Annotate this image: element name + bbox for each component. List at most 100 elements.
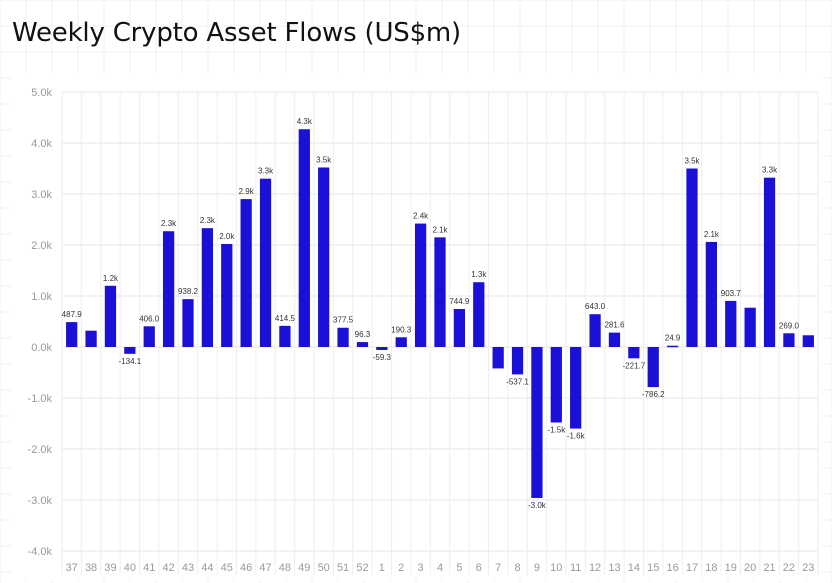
bar [414, 223, 427, 347]
bar [85, 330, 97, 347]
data-label: 2.4k [413, 212, 429, 221]
bar [221, 243, 233, 347]
bar [124, 347, 136, 354]
data-label: 1.2k [103, 274, 119, 283]
bar [647, 347, 659, 388]
x-tick-label: 44 [201, 562, 213, 574]
bar [802, 335, 814, 347]
x-tick-label: 11 [570, 562, 581, 574]
data-label: 2.1k [432, 225, 448, 234]
x-tick-label: 45 [221, 562, 233, 574]
x-tick-label: 47 [259, 562, 271, 574]
y-tick-label: -3.0k [28, 495, 53, 507]
chart-title: Weekly Crypto Asset Flows (US$m) [12, 18, 461, 48]
data-label: -3.0k [528, 501, 547, 510]
x-tick-label: 40 [124, 562, 136, 574]
data-label: 3.5k [684, 157, 700, 166]
x-tick-label: 6 [476, 562, 482, 574]
data-label: 414.5 [275, 314, 296, 323]
data-label: 3.3k [258, 167, 274, 176]
bar [162, 231, 175, 347]
x-tick-label: 46 [240, 562, 252, 574]
data-label: 406.0 [139, 314, 160, 323]
bar [628, 347, 640, 359]
x-tick-label: 43 [182, 562, 194, 574]
x-tick-label: 14 [628, 562, 640, 574]
x-tick-label: 41 [143, 562, 155, 574]
x-tick-label: 15 [647, 562, 659, 574]
bar [492, 347, 504, 369]
data-label: 96.3 [355, 330, 371, 339]
x-tick-label: 22 [783, 562, 795, 574]
data-label: 2.3k [161, 219, 177, 228]
data-label: -134.1 [119, 357, 142, 366]
x-tick-label: 7 [495, 562, 501, 574]
bar [143, 326, 155, 347]
data-label: 24.9 [665, 334, 681, 343]
x-tick-label: 9 [534, 562, 540, 574]
data-label: -59.3 [373, 353, 392, 362]
x-tick-label: 37 [66, 562, 78, 574]
data-label: 938.2 [178, 287, 199, 296]
y-tick-label: -4.0k [28, 546, 53, 558]
data-label: 1.3k [471, 270, 487, 279]
x-tick-label: 42 [162, 562, 174, 574]
x-tick-label: 12 [589, 562, 601, 574]
x-tick-label: 5 [456, 562, 462, 574]
bar [705, 241, 718, 347]
bar [279, 325, 291, 347]
x-tick-label: 17 [686, 562, 698, 574]
x-tick-label: 16 [666, 562, 678, 574]
bar [666, 345, 679, 348]
bar [104, 285, 117, 347]
x-tick-label: 23 [802, 562, 814, 574]
bar [259, 178, 272, 347]
x-tick-label: 4 [437, 562, 443, 574]
x-tick-label: 1 [379, 562, 385, 574]
data-label: 643.0 [585, 302, 606, 311]
data-label: 2.9k [239, 187, 255, 196]
bar [783, 333, 795, 347]
x-tick-label: 19 [725, 562, 737, 574]
x-tick-label: 18 [705, 562, 717, 574]
data-label: -537.1 [506, 377, 529, 386]
bar [395, 337, 407, 347]
bar [318, 167, 330, 347]
bar [66, 322, 78, 347]
x-tick-label: 52 [356, 562, 368, 574]
x-tick-label: 38 [85, 562, 97, 574]
x-tick-label: 8 [514, 562, 520, 574]
bar [182, 299, 194, 347]
x-tick-label: 10 [550, 562, 562, 574]
y-axis: -4.0k -3.0k -2.0k -1.0k 0.0k 1.0k 2.0k 3.0k 4.0k… [28, 87, 53, 558]
bar [763, 177, 776, 347]
bar [434, 237, 446, 347]
data-label: 2.3k [200, 216, 216, 225]
bars-layer [66, 129, 814, 498]
x-tick-label: 2 [398, 562, 404, 574]
y-tick-label: 3.0k [31, 189, 52, 201]
bar [298, 129, 310, 347]
bar [570, 347, 582, 429]
data-label: -786.2 [642, 390, 665, 399]
data-label: 269.0 [779, 321, 800, 330]
data-label: 281.6 [604, 321, 625, 330]
y-tick-label: 0.0k [31, 342, 52, 354]
data-label: -1.5k [547, 425, 566, 434]
bar [201, 228, 214, 347]
x-tick-label: 48 [279, 562, 291, 574]
bar [473, 282, 485, 347]
data-label: 2.0k [219, 232, 235, 241]
bar [744, 307, 756, 347]
x-tick-label: 3 [418, 562, 424, 574]
y-tick-label: -1.0k [28, 393, 53, 405]
bar [725, 300, 737, 347]
data-label: 2.1k [704, 230, 720, 239]
y-tick-label: 4.0k [31, 138, 52, 150]
y-tick-label: 2.0k [31, 240, 52, 252]
x-tick-label: 20 [744, 562, 756, 574]
data-label: 377.5 [333, 316, 354, 325]
data-labels-layer: 487.91.2k-134.1406.02.3k938.22.3k2.0k2.9… [62, 117, 800, 510]
data-label: 3.3k [762, 166, 778, 175]
